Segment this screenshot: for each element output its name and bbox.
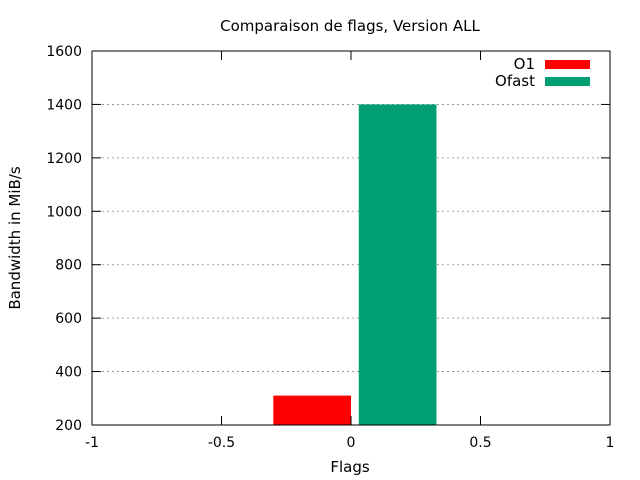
- y-axis-label: Bandwidth in MiB/s: [6, 166, 24, 310]
- legend-swatch-o1: [545, 60, 590, 69]
- x-axis-ticks: -1 -0.5 0 0.5 1: [85, 51, 614, 451]
- x-axis-label: Flags: [330, 458, 370, 476]
- legend-swatch-ofast: [545, 77, 590, 86]
- bars: [273, 104, 437, 425]
- x-tick-label: 0.5: [469, 435, 491, 451]
- legend-label-o1: O1: [514, 55, 535, 73]
- y-tick-label: 1200: [46, 151, 82, 167]
- chart-title: Comparaison de flags, Version ALL: [220, 17, 480, 35]
- y-axis-ticks: 200 400 600 800 1000 1200 1400 1600: [46, 44, 610, 434]
- legend-label-ofast: Ofast: [495, 72, 535, 90]
- y-tick-label: 1600: [46, 44, 82, 60]
- y-tick-label: 1000: [46, 204, 82, 220]
- x-tick-label: -1: [85, 435, 99, 451]
- x-tick-label: 0: [347, 435, 356, 451]
- x-tick-label: 1: [606, 435, 615, 451]
- y-tick-label: 800: [55, 258, 82, 274]
- bar-o1: [273, 395, 351, 425]
- y-tick-label: 400: [55, 365, 82, 381]
- bar-ofast: [358, 104, 437, 425]
- plot-frame: [91, 50, 611, 426]
- gridlines: [92, 104, 610, 372]
- x-tick-label: -0.5: [208, 435, 235, 451]
- y-tick-label: 200: [55, 418, 82, 434]
- y-tick-label: 600: [55, 311, 82, 327]
- y-tick-label: 1400: [46, 97, 82, 113]
